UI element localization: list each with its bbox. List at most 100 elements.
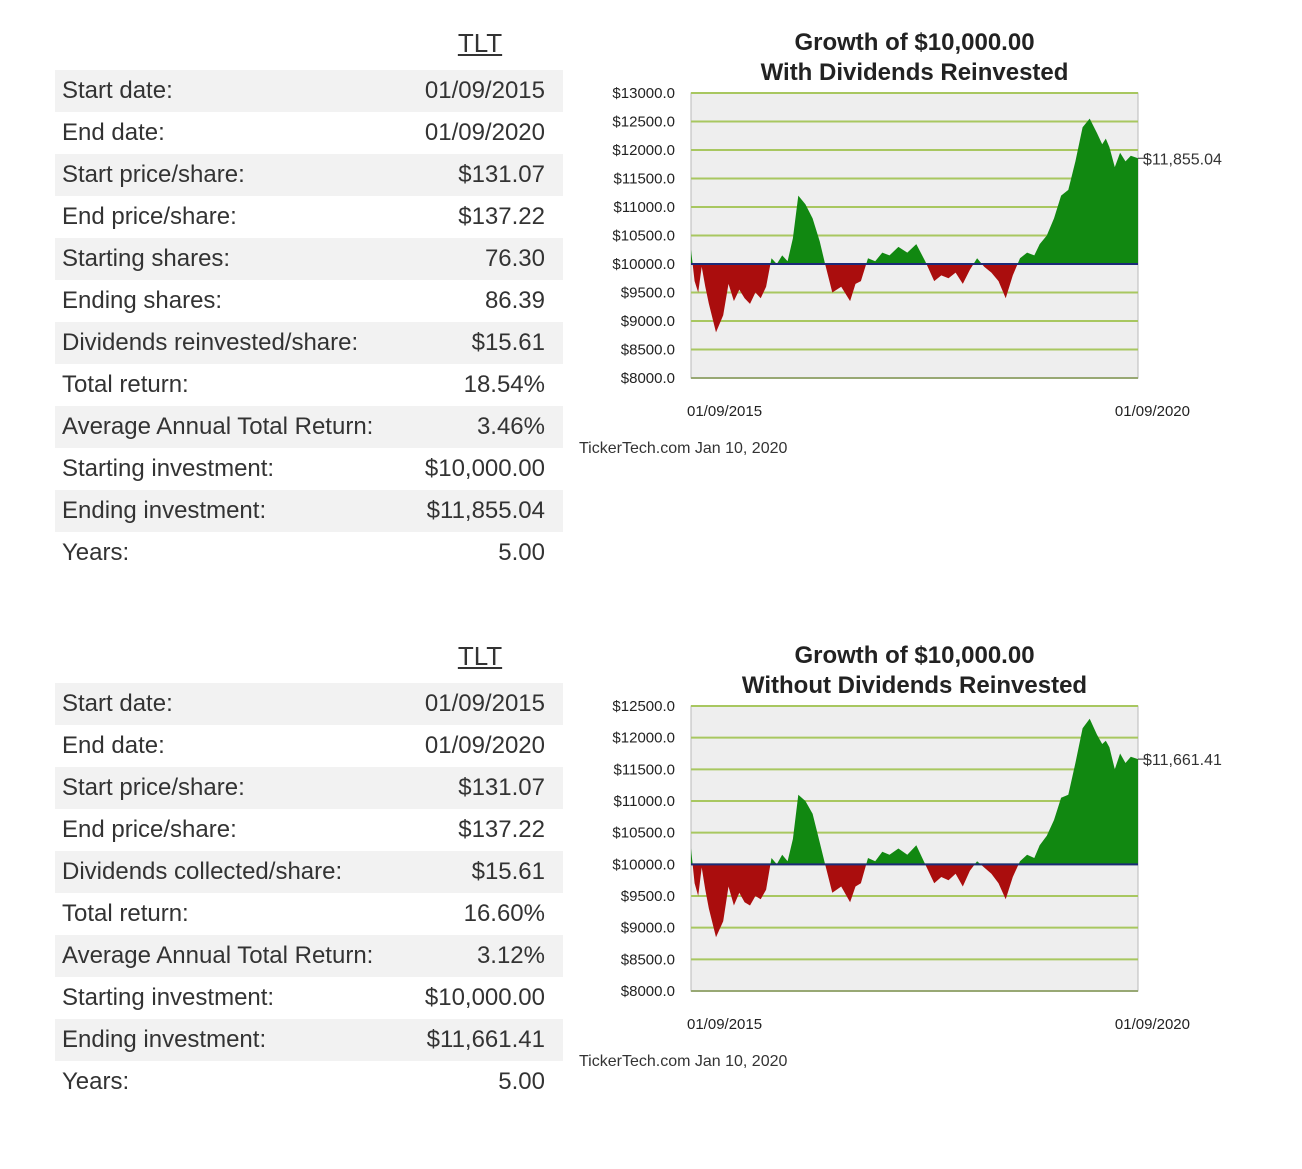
stat-value: 3.46% <box>476 413 545 440</box>
stat-label: Start price/share: <box>62 161 245 188</box>
stat-value: 5.00 <box>498 539 545 566</box>
growth-chart-without-dividends: Growth of $10,000.00 Without Dividends Re… <box>579 642 1222 1070</box>
stat-label: Starting investment: <box>62 984 275 1011</box>
stat-value: 5.00 <box>498 1068 545 1095</box>
stat-value: 01/09/2020 <box>424 119 545 146</box>
stat-row: Ending investment: $11,855.04 <box>55 490 563 532</box>
section-without-dividends: TLT Start date: 01/09/2015 End date: 01/09… <box>0 613 1302 1169</box>
stat-value: 16.60% <box>463 900 545 927</box>
stat-row: End date: 01/09/2020 <box>55 725 563 767</box>
stat-label: Ending investment: <box>62 497 267 524</box>
end-value-label: $11,855.04 <box>1143 151 1222 168</box>
end-value-label: $11,661.41 <box>1143 752 1222 769</box>
stat-label: Years: <box>62 1068 130 1095</box>
y-tick-label: $12500.0 <box>612 698 675 715</box>
stat-value: $15.61 <box>471 329 545 356</box>
y-tick-label: $8500.0 <box>621 951 675 968</box>
stat-value: $131.07 <box>458 161 545 188</box>
stat-label: Start price/share: <box>62 774 245 801</box>
stat-value: $131.07 <box>458 774 545 801</box>
y-tick-label: $9000.0 <box>621 313 675 330</box>
stat-label: Average Annual Total Return: <box>62 413 374 440</box>
y-tick-label: $12500.0 <box>612 114 675 131</box>
chart-title: Growth of $10,000.00 <box>794 29 1034 56</box>
ticker-symbol[interactable]: TLT <box>457 641 503 671</box>
stat-label: End date: <box>62 119 165 146</box>
stat-value: 86.39 <box>484 287 545 314</box>
chart-subtitle: Without Dividends Reinvested <box>742 672 1087 699</box>
y-tick-label: $11000.0 <box>614 793 675 810</box>
stat-row: Ending investment: $11,661.41 <box>55 1019 563 1061</box>
section-with-dividends: TLT Start date: 01/09/2015 End date: 01/09… <box>0 0 1302 566</box>
chart-credit: TickerTech.com Jan 10, 2020 <box>579 440 788 457</box>
stat-label: Dividends collected/share: <box>62 858 343 885</box>
stat-row: Start price/share: $131.07 <box>55 767 563 809</box>
stat-value: 01/09/2020 <box>424 732 545 759</box>
stat-row: Total return: 16.60% <box>55 893 563 935</box>
stat-row: Start price/share: $131.07 <box>55 154 563 196</box>
chart-subtitle: With Dividends Reinvested <box>761 59 1069 86</box>
stat-label: Starting investment: <box>62 455 275 482</box>
stat-label: Start date: <box>62 77 173 104</box>
chart-title: Growth of $10,000.00 <box>794 642 1034 669</box>
y-tick-label: $12000.0 <box>612 142 675 159</box>
stat-row: Starting investment: $10,000.00 <box>55 448 563 490</box>
x-tick-label: 01/09/2020 <box>1115 1016 1190 1033</box>
stat-row: Dividends reinvested/share: $15.61 <box>55 322 563 364</box>
y-tick-label: $10000.0 <box>612 256 675 273</box>
area-above-baseline <box>691 118 1138 264</box>
stat-label: Total return: <box>62 371 189 398</box>
stat-value: 3.12% <box>476 942 545 969</box>
stat-row: Starting investment: $10,000.00 <box>55 977 563 1019</box>
y-tick-label: $8500.0 <box>621 342 675 359</box>
chart-credit: TickerTech.com Jan 10, 2020 <box>579 1053 788 1070</box>
stat-value: $15.61 <box>471 858 545 885</box>
y-tick-label: $10500.0 <box>612 825 675 842</box>
y-tick-label: $11000.0 <box>614 199 675 216</box>
stat-row: Years: 5.00 <box>55 532 563 574</box>
stat-label: Dividends reinvested/share: <box>62 329 359 356</box>
stat-row: Start date: 01/09/2015 <box>55 70 563 112</box>
y-tick-label: $9500.0 <box>621 285 675 302</box>
stat-label: Average Annual Total Return: <box>62 942 374 969</box>
stat-label: Total return: <box>62 900 189 927</box>
stat-row: Start date: 01/09/2015 <box>55 683 563 725</box>
stat-value: 76.30 <box>484 245 545 272</box>
x-tick-label: 01/09/2020 <box>1115 403 1190 420</box>
stat-label: End price/share: <box>62 816 237 843</box>
stat-value: $10,000.00 <box>424 984 545 1011</box>
stat-value: 18.54% <box>463 371 545 398</box>
stat-value: $11,661.41 <box>426 1026 545 1053</box>
area-below-baseline <box>691 264 1138 333</box>
stat-row: Years: 5.00 <box>55 1061 563 1103</box>
stats-table: Start date: 01/09/2015 End date: 01/09/202… <box>55 70 563 574</box>
y-tick-label: $11500.0 <box>614 761 675 778</box>
area-below-baseline <box>692 864 1019 938</box>
stat-label: Starting shares: <box>62 245 231 272</box>
y-tick-label: $10500.0 <box>612 228 675 245</box>
stat-value: $11,855.04 <box>426 497 545 524</box>
stat-row: Starting shares: 76.30 <box>55 238 563 280</box>
stat-value: $137.22 <box>458 203 545 230</box>
stat-row: End price/share: $137.22 <box>55 809 563 851</box>
stat-value: 01/09/2015 <box>424 690 545 717</box>
stat-label: Ending shares: <box>62 287 223 314</box>
ticker-symbol[interactable]: TLT <box>457 28 503 58</box>
x-tick-label: 01/09/2015 <box>687 403 762 420</box>
y-tick-label: $13000.0 <box>612 85 675 102</box>
stat-label: Ending investment: <box>62 1026 267 1053</box>
y-tick-label: $8000.0 <box>621 370 675 387</box>
stat-value: 01/09/2015 <box>424 77 545 104</box>
area-above-baseline <box>691 718 1138 865</box>
y-tick-label: $11500.0 <box>614 171 675 188</box>
y-tick-label: $10000.0 <box>612 856 675 873</box>
stat-row: Average Annual Total Return: 3.12% <box>55 935 563 977</box>
stat-label: Start date: <box>62 690 173 717</box>
stat-row: Dividends collected/share: $15.61 <box>55 851 563 893</box>
y-tick-label: $8000.0 <box>621 983 675 1000</box>
stat-row: Ending shares: 86.39 <box>55 280 563 322</box>
stat-value: $10,000.00 <box>424 455 545 482</box>
y-tick-label: $9000.0 <box>621 920 675 937</box>
stat-label: End date: <box>62 732 165 759</box>
stats-table: Start date: 01/09/2015 End date: 01/09/202… <box>55 683 563 1103</box>
